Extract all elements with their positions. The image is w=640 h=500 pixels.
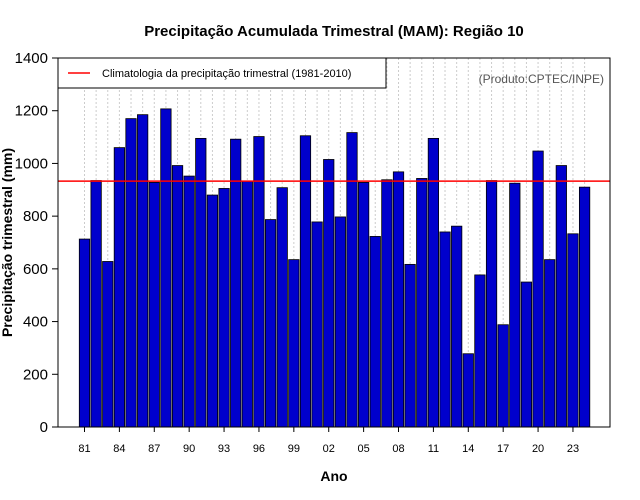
bar — [253, 136, 265, 428]
x-tick-label: 84 — [113, 443, 125, 455]
bar — [206, 194, 219, 428]
y-tick-label: 800 — [23, 208, 48, 225]
x-tick-label: 11 — [428, 443, 439, 455]
bar — [404, 263, 416, 428]
y-tick-label: 1400 — [15, 50, 48, 67]
bar — [485, 180, 498, 428]
y-tick-label: 600 — [23, 261, 48, 278]
x-tick-label: 23 — [567, 443, 579, 455]
x-tick-label: 99 — [288, 443, 300, 455]
bar — [509, 182, 521, 428]
y-axis: 0 200 400 600 800 1000 1200 1400 — [15, 50, 58, 436]
bar — [78, 238, 91, 428]
legend-box — [57, 57, 387, 89]
bar — [439, 231, 451, 428]
y-tick-label: 400 — [23, 314, 48, 331]
legend: Climatologia da precipitação trimestral … — [57, 57, 387, 89]
x-tick-label: 08 — [392, 443, 404, 455]
source-note: (Produto:CPTEC/INPE) — [479, 72, 604, 86]
bar — [288, 259, 300, 428]
bar — [218, 188, 230, 428]
bar — [567, 233, 579, 428]
bar — [323, 159, 335, 428]
bar — [311, 221, 323, 428]
legend-label: Climatologia da precipitação trimestral … — [102, 68, 351, 80]
bar — [474, 274, 486, 428]
bar — [520, 281, 533, 428]
bar — [544, 259, 556, 428]
bar — [532, 150, 544, 428]
x-tick-label: 81 — [78, 443, 90, 455]
bar — [369, 236, 381, 428]
bar — [346, 132, 358, 428]
bar — [125, 118, 137, 428]
bar — [497, 324, 509, 428]
y-tick-label: 1200 — [15, 103, 48, 120]
bar — [102, 261, 114, 428]
y-tick-label: 1000 — [15, 155, 48, 172]
bar — [241, 180, 253, 428]
bar — [171, 165, 184, 428]
bar — [113, 147, 125, 428]
bar — [334, 216, 346, 428]
bar — [416, 178, 428, 428]
x-tick-label: 14 — [462, 443, 474, 455]
bar — [299, 135, 312, 428]
bar — [137, 114, 149, 428]
x-axis-label: Ano — [320, 468, 347, 484]
x-tick-label: 17 — [497, 443, 509, 455]
bar — [148, 182, 160, 428]
y-tick-label: 200 — [23, 366, 48, 383]
x-tick-label: 90 — [183, 443, 195, 455]
x-axis: 81 84 87 90 93 96 99 02 05 08 11 14 17 20 23 — [78, 427, 579, 455]
bar — [276, 187, 288, 428]
bar — [160, 108, 172, 428]
x-tick-label: 20 — [532, 443, 544, 455]
bar — [90, 180, 102, 428]
bar-series — [78, 108, 591, 428]
bar — [230, 138, 242, 428]
bar — [462, 353, 474, 428]
x-tick-label: 96 — [253, 443, 265, 455]
bar — [578, 186, 591, 428]
bar — [264, 219, 277, 428]
bar — [381, 179, 393, 428]
bar — [358, 182, 370, 428]
y-tick-label: 0 — [40, 419, 48, 436]
bar — [451, 225, 463, 428]
bar — [555, 165, 567, 428]
x-tick-label: 02 — [323, 443, 335, 455]
x-tick-label: 05 — [357, 443, 369, 455]
x-tick-label: 87 — [148, 443, 160, 455]
x-tick-label: 93 — [218, 443, 230, 455]
chart-title: Precipitação Acumulada Trimestral (MAM):… — [144, 23, 524, 40]
bar — [392, 171, 405, 428]
bar — [183, 175, 195, 428]
y-axis-label: Precipitação trimestral (mm) — [0, 148, 15, 337]
